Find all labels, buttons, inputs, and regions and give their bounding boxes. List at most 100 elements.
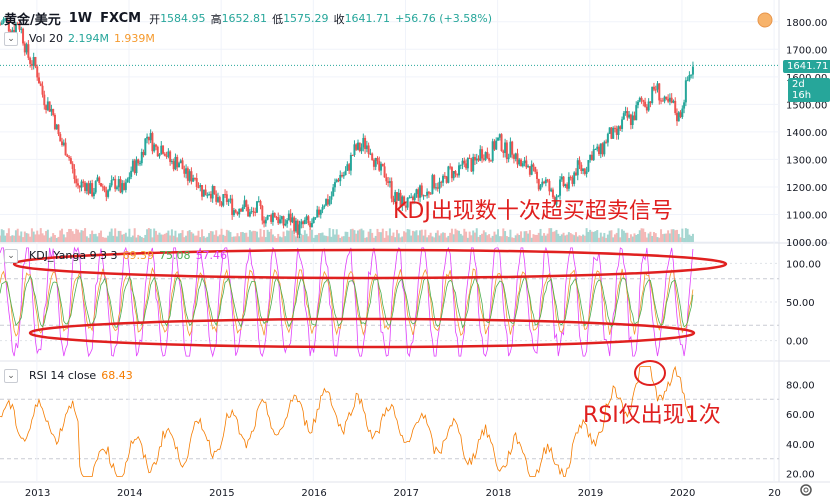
candle-body [507,157,510,160]
candle-body [686,80,689,82]
volume-bar [174,230,177,242]
volume-bar [656,237,659,242]
volume-bar [372,237,375,242]
interval[interactable]: 1W [68,11,93,26]
candle-body [383,166,386,178]
volume-bar [107,235,110,242]
volume-bar [66,231,69,242]
volume-bar [349,229,352,242]
candle-body [36,66,39,78]
candle-body [628,114,631,118]
candle-body [585,171,588,174]
candle-body [431,175,434,194]
volume-bar [684,228,687,242]
symbol-name[interactable]: 黄金/美元 [4,13,61,28]
volume-bar [456,230,459,242]
exchange[interactable]: FXCM [100,11,142,26]
candle-body [443,175,446,177]
candle-body [209,193,212,199]
volume-bar [133,228,136,242]
candle-body [679,112,682,118]
candle-body [576,160,579,176]
candle-body [139,163,142,165]
candle-body [344,170,347,176]
candle-body [644,101,647,107]
candle-body [62,142,65,146]
volume-bar [167,230,170,242]
volume-bar [100,230,103,242]
candle-body [195,178,198,187]
candle-body [458,165,461,176]
candle-body [66,155,69,157]
volume-label[interactable]: Vol 20 [29,32,63,45]
candle-body [165,155,168,157]
volume-bar [73,233,76,242]
volume-bar [22,237,25,242]
kdj-d-line [0,275,694,329]
volume-bar [211,231,214,242]
volume-bar [422,235,425,242]
candle-body [114,178,117,189]
volume-bar [674,230,677,242]
volume-bar [436,230,439,242]
volume-bar [206,236,209,242]
kdj-label[interactable]: KDJ_Yanga 9 3 3 [29,249,118,262]
candle-body [417,189,420,198]
volume-bar [323,235,326,242]
candle-body [356,142,359,150]
candle-body [247,206,250,217]
candle-body [128,176,131,180]
low-label: 低 [272,12,284,26]
time-tick-label: 2013 [25,488,50,499]
candle-body [192,177,195,182]
volume-bar [660,229,663,242]
candle-body [491,141,494,161]
candle-body [234,210,237,213]
candle-body [89,183,92,194]
candle-body [387,181,390,183]
candle-body [619,126,622,129]
volume-bar [29,236,32,242]
candle-body [589,154,592,161]
candle-body [68,156,71,159]
candle-body [670,97,673,103]
volume-bar [532,234,535,242]
candle-body [539,185,542,190]
candle-body [43,94,46,106]
volume-bar [332,229,335,242]
candle-body [514,153,517,159]
candle-body [466,158,469,169]
volume-bar [489,237,492,242]
candle-body [0,24,1,26]
candle-body [555,196,558,205]
candle-body [41,85,44,95]
alert-circle-icon[interactable] [757,12,773,28]
volume-bar [225,229,228,242]
candle-body [131,160,134,171]
chevron-down-icon[interactable]: ⌄ [4,32,18,46]
candle-body [181,160,184,170]
candle-body [98,177,101,184]
volume-bar [153,228,156,242]
last-price-tag: 1641.71 [783,60,830,73]
candle-body [369,153,372,155]
volume-bar [202,236,205,242]
volume-bar [637,234,640,242]
rsi-annotation: RSI仅出现1次 [583,403,721,428]
gear-icon[interactable] [800,484,812,496]
candle-body [683,102,686,109]
overbought-ellipse [12,248,728,280]
chevron-down-icon[interactable]: ⌄ [4,369,18,383]
chevron-down-icon[interactable]: ⌄ [4,249,18,263]
candle-body [452,171,455,179]
volume-bar [495,234,498,242]
candle-body [610,127,613,139]
high-value: 1652.81 [221,12,268,25]
candle-body [328,199,331,205]
volume-bar [43,235,46,242]
candle-body [85,183,88,191]
volume-bar [617,228,620,242]
rsi-label[interactable]: RSI 14 close [29,369,97,382]
volume-bar [291,230,294,242]
